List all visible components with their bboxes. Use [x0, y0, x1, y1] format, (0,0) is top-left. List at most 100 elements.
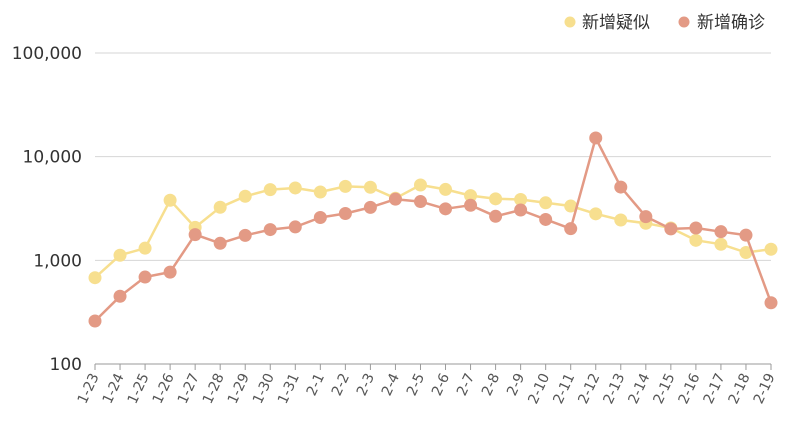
data-point[interactable] [689, 221, 703, 235]
legend-item[interactable]: 新增疑似 [564, 13, 651, 33]
x-tick-label: 1-29 [225, 371, 253, 407]
data-point[interactable] [539, 196, 553, 210]
data-point[interactable] [439, 202, 453, 216]
data-point[interactable] [689, 233, 703, 247]
data-point[interactable] [138, 241, 152, 255]
legend: 新增疑似 新增确诊 [564, 13, 766, 33]
data-point[interactable] [514, 203, 528, 217]
x-tick-label: 1-23 [75, 371, 103, 407]
x-tick-label: 2-2 [329, 371, 353, 398]
y-tick-label: 100 [50, 355, 82, 375]
x-tick-label: 1-26 [150, 371, 178, 407]
data-point[interactable] [238, 189, 252, 203]
y-tick-label: 100,000 [12, 44, 82, 64]
x-tick-label: 2-19 [751, 371, 779, 407]
legend-marker [564, 16, 576, 28]
data-point[interactable] [614, 180, 628, 194]
data-point[interactable] [739, 246, 753, 260]
data-point[interactable] [589, 207, 603, 221]
legend-label: 新增疑似 [582, 13, 650, 33]
legend-marker [678, 16, 690, 28]
data-point[interactable] [639, 210, 653, 224]
data-point[interactable] [138, 270, 152, 284]
data-point[interactable] [113, 289, 127, 303]
x-tick-label: 1-31 [275, 371, 303, 407]
data-point[interactable] [464, 198, 478, 212]
x-tick-label: 2-14 [626, 371, 654, 407]
data-point[interactable] [213, 200, 227, 214]
x-tick-label: 2-18 [726, 371, 754, 407]
x-tick-label: 2-6 [429, 371, 453, 399]
data-point[interactable] [313, 210, 327, 224]
data-point[interactable] [564, 222, 578, 236]
data-point[interactable] [163, 193, 177, 207]
gridlines [95, 52, 771, 365]
data-point[interactable] [313, 185, 327, 199]
data-point[interactable] [363, 180, 377, 194]
y-axis: 100 1,000 10,000 100,000 [12, 44, 82, 375]
data-point[interactable] [764, 296, 778, 310]
x-tick-label: 2-17 [701, 371, 729, 407]
x-tick-label: 2-15 [651, 371, 679, 407]
data-point[interactable] [489, 192, 503, 206]
x-tick-label: 1-25 [125, 371, 153, 407]
x-tick-label: 1-30 [250, 371, 278, 407]
x-tick-label: 2-11 [550, 371, 578, 407]
x-tick-label: 2-7 [454, 371, 478, 398]
x-tick-label: 1-27 [175, 371, 203, 407]
data-point[interactable] [363, 200, 377, 214]
data-point[interactable] [288, 220, 302, 234]
data-point[interactable] [589, 131, 603, 145]
data-point[interactable] [714, 237, 728, 251]
data-point[interactable] [489, 209, 503, 223]
data-point[interactable] [238, 228, 252, 242]
x-tick-label: 2-5 [404, 371, 428, 398]
legend-item[interactable]: 新增确诊 [678, 13, 766, 33]
data-point[interactable] [338, 179, 352, 193]
x-axis: 1-231-241-251-261-271-281-291-301-31 2-1 2… [75, 364, 779, 406]
y-tick-label: 1,000 [33, 251, 82, 271]
x-tick-label: 2-8 [479, 371, 503, 398]
x-tick-label: 2-4 [379, 371, 403, 399]
x-tick-label: 2-10 [525, 371, 553, 407]
x-tick-label: 2-12 [575, 371, 603, 407]
data-point[interactable] [113, 248, 127, 262]
y-tick-label: 10,000 [23, 148, 82, 168]
x-tick-label: 2-3 [354, 371, 378, 398]
series-line [94, 136, 773, 322]
series-1 [88, 178, 778, 285]
data-point[interactable] [188, 228, 202, 242]
data-point[interactable] [263, 223, 277, 237]
series-layer [88, 131, 778, 328]
data-point[interactable] [388, 192, 402, 206]
x-tick-label: 2-13 [600, 371, 628, 407]
data-point[interactable] [88, 314, 102, 328]
data-point[interactable] [338, 206, 352, 220]
x-tick-label: 2-9 [504, 371, 528, 398]
data-point[interactable] [564, 199, 578, 213]
series-line [94, 183, 772, 279]
x-tick-label: 1-24 [100, 371, 128, 407]
legend-label: 新增确诊 [697, 13, 765, 33]
data-point[interactable] [88, 271, 102, 285]
data-point[interactable] [539, 212, 553, 226]
data-point[interactable] [714, 225, 728, 239]
data-point[interactable] [213, 236, 227, 250]
data-point[interactable] [664, 222, 678, 236]
data-point[interactable] [614, 213, 628, 227]
series-2 [88, 131, 778, 328]
data-point[interactable] [413, 195, 427, 209]
data-point[interactable] [288, 181, 302, 195]
x-tick-label: 2-1 [304, 371, 328, 398]
data-point[interactable] [514, 193, 528, 207]
x-tick-label: 2-16 [676, 371, 704, 407]
data-point[interactable] [764, 242, 778, 256]
data-point[interactable] [739, 228, 753, 242]
data-point[interactable] [163, 265, 177, 279]
data-point[interactable] [263, 183, 277, 197]
data-point[interactable] [439, 182, 453, 196]
data-point[interactable] [413, 178, 427, 192]
data-point[interactable] [464, 189, 478, 203]
